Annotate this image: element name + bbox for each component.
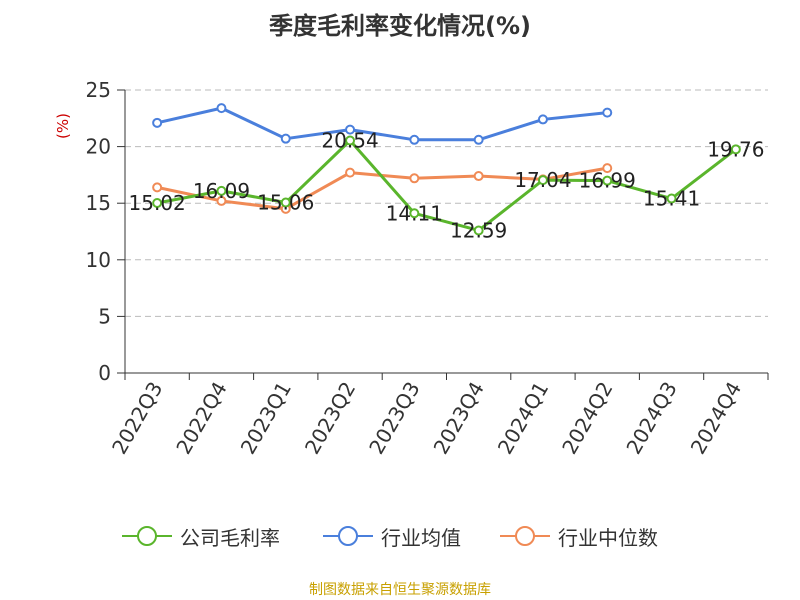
data-point [345, 167, 356, 178]
data-point [152, 117, 163, 128]
legend-item-industry-median[interactable]: 行业中位数 [500, 521, 658, 551]
data-label: 15.41 [643, 187, 700, 211]
y-axis-label: (%) [54, 113, 72, 139]
data-label: 20.54 [321, 128, 378, 152]
chart-title: 季度毛利率变化情况(%) [269, 12, 531, 40]
data-point [473, 134, 484, 145]
data-point [666, 193, 677, 204]
data-point [152, 182, 163, 193]
data-point [730, 144, 741, 155]
y-tick-label: 0 [98, 361, 111, 385]
data-label: 12.59 [450, 218, 507, 242]
legend-label-industry-mean: 行业均值 [381, 525, 461, 550]
y-tick-label: 20 [86, 135, 111, 159]
data-point [537, 114, 548, 125]
data-point [473, 225, 484, 236]
y-tick-label: 5 [98, 304, 111, 328]
data-point [345, 135, 356, 146]
x-tick-label: 2023Q2 [300, 378, 360, 459]
data-point [152, 197, 163, 208]
x-tick-label: 2023Q3 [364, 378, 424, 459]
data-label: 14.11 [386, 201, 443, 225]
data-label: 16.99 [579, 169, 636, 193]
data-label: 15.02 [129, 191, 186, 215]
data-point [602, 163, 613, 174]
data-point [345, 124, 356, 135]
data-label: 19.76 [707, 137, 764, 161]
y-tick-label: 25 [86, 78, 111, 102]
x-tick-label: 2024Q2 [557, 378, 617, 459]
x-tick-label: 2023Q1 [236, 378, 296, 459]
data-point [537, 175, 548, 186]
data-point [602, 107, 613, 118]
data-point [216, 185, 227, 196]
x-tick-label: 2022Q4 [171, 378, 231, 459]
data-point [473, 171, 484, 182]
data-point [216, 195, 227, 206]
legend-item-industry-mean[interactable]: 行业均值 [323, 521, 461, 551]
series-line [156, 106, 608, 142]
data-point [216, 103, 227, 114]
legend-label-industry-median: 行业中位数 [558, 525, 658, 550]
x-tick-label: 2024Q3 [621, 378, 681, 459]
data-label: 15.06 [257, 191, 314, 215]
data-point [280, 197, 291, 208]
y-tick-label: 15 [86, 191, 111, 215]
data-point [409, 208, 420, 219]
y-tick-label: 10 [86, 248, 111, 272]
legend-marker-company-icon [122, 526, 172, 546]
x-tick-label: 2024Q4 [686, 378, 746, 459]
legend-marker-industry-mean-icon [323, 526, 373, 546]
data-point [409, 134, 420, 145]
source-footer: 制图数据来自恒生聚源数据库 [309, 582, 491, 598]
legend-item-company[interactable]: 公司毛利率 [122, 521, 280, 551]
data-point [280, 133, 291, 144]
legend-label-company: 公司毛利率 [180, 525, 280, 550]
data-point [602, 175, 613, 186]
x-tick-label: 2023Q4 [429, 378, 489, 459]
data-label: 17.04 [514, 168, 571, 192]
data-point [409, 173, 420, 184]
data-label: 16.09 [193, 179, 250, 203]
legend-marker-industry-median-icon [500, 526, 550, 546]
x-tick-label: 2022Q3 [107, 378, 167, 459]
series-line [156, 138, 737, 232]
x-tick-label: 2024Q1 [493, 378, 553, 459]
